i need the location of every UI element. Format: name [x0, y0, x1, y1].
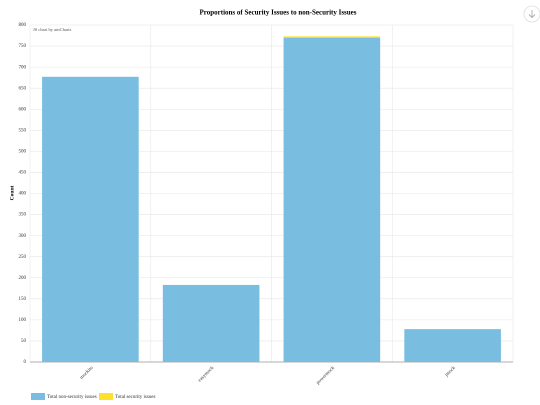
y-tick-label: 800	[19, 23, 27, 28]
chart-title: Proportions of Security Issues to non-Se…	[200, 9, 357, 17]
y-tick-label: 250	[19, 255, 27, 260]
bar-segment	[283, 36, 381, 38]
y-tick-label: 300	[19, 234, 27, 239]
y-tick-label: 750	[19, 44, 27, 49]
y-tick-label: 600	[19, 107, 27, 112]
y-tick-label: 700	[19, 65, 27, 70]
y-axis-label: Count	[9, 185, 15, 200]
legend-label[interactable]: Total non-security issues	[47, 395, 97, 400]
y-tick-label: 500	[19, 150, 27, 155]
y-tick-label: 200	[19, 276, 27, 281]
export-button[interactable]	[523, 5, 540, 23]
legend-label[interactable]: Total security issues	[115, 395, 156, 400]
x-tick-label: easymock	[198, 365, 216, 383]
bar-segment	[42, 76, 139, 362]
y-tick-label: 550	[19, 128, 27, 133]
x-tick-label: powermock	[316, 365, 337, 386]
bar-segment	[404, 329, 501, 362]
legend-swatch	[99, 393, 113, 400]
y-tick-label: 400	[19, 192, 27, 197]
bar-segment	[162, 284, 260, 362]
x-tick-label: jmock	[444, 365, 457, 378]
legend-swatch	[31, 393, 45, 400]
y-tick-label: 100	[19, 318, 27, 323]
bar-segment	[283, 37, 381, 362]
y-tick-label: 450	[19, 171, 27, 176]
x-tick-label: mockito	[79, 365, 94, 380]
y-tick-label: 50	[21, 339, 27, 344]
y-tick-label: 0	[24, 360, 27, 365]
y-tick-label: 150	[19, 297, 27, 302]
credit: JS chart by amCharts	[33, 27, 72, 32]
y-tick-label: 350	[19, 213, 27, 218]
y-tick-label: 650	[19, 86, 27, 91]
